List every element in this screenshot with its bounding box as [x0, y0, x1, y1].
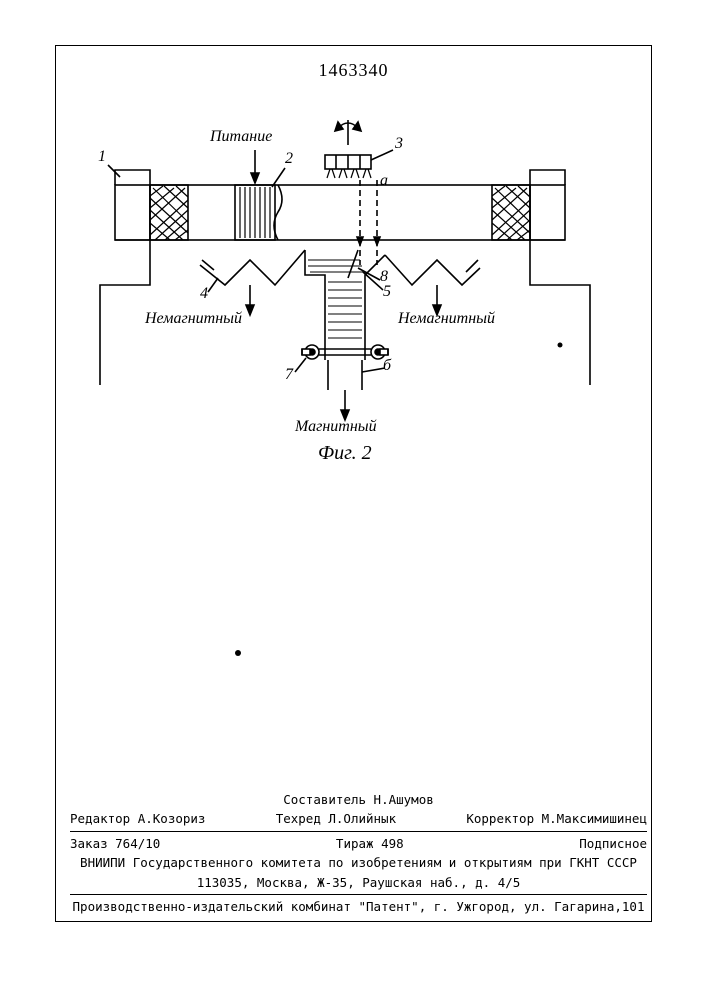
label-nonmag-right: Немагнитный [398, 310, 495, 328]
callout-3: 3 [395, 135, 403, 153]
compiler-line: Составитель Н.Ашумов [70, 790, 647, 809]
colophon: Составитель Н.Ашумов Редактор А.Козориз … [70, 790, 647, 916]
order-num: Заказ 764/10 [70, 834, 160, 853]
figure-2: 1 2 3 4 5 7 8 а б Питание Немагнитный Не… [80, 110, 620, 460]
print-run: Тираж 498 [336, 834, 404, 853]
tech: Техред Л.Олийнык [276, 809, 396, 828]
org-line1: ВНИИПИ Государственного комитета по изоб… [70, 853, 647, 872]
print-speck [235, 650, 241, 656]
label-magnetic: Магнитный [295, 418, 377, 436]
signed: Подписное [579, 834, 647, 853]
editor: Редактор А.Козориз [70, 809, 205, 828]
printer-line: Производственно-издательский комбинат "П… [70, 897, 647, 916]
label-a: а [380, 172, 388, 190]
callout-7: 7 [285, 366, 293, 384]
callout-1: 1 [98, 148, 106, 166]
org-line2: 113035, Москва, Ж-35, Раушская наб., д. … [70, 873, 647, 892]
schematic-svg [80, 110, 620, 470]
label-feed: Питание [210, 128, 272, 146]
corrector: Корректор М.Максимишинец [466, 809, 647, 828]
label-nonmag-left: Немагнитный [145, 310, 242, 328]
patent-number: 1463340 [0, 60, 707, 81]
callout-2: 2 [285, 150, 293, 168]
label-b: б [383, 357, 391, 375]
figure-caption: Фиг. 2 [318, 442, 372, 465]
callout-8: 8 [380, 268, 388, 286]
callout-4: 4 [200, 285, 208, 303]
